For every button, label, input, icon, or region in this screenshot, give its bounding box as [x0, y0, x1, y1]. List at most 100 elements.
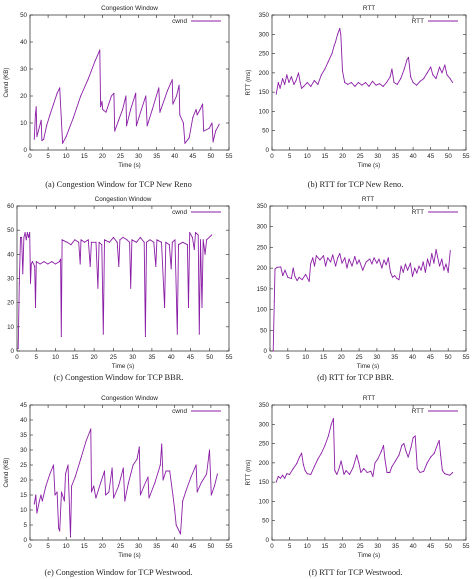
x-tick-label: 15 [321, 543, 328, 550]
data-point [192, 117, 194, 119]
data-point [295, 80, 297, 82]
series-line-cwnd [17, 232, 213, 349]
data-point [385, 264, 387, 266]
data-point [198, 333, 200, 335]
data-point [275, 93, 277, 95]
data-point [165, 470, 167, 472]
data-point [441, 258, 443, 260]
data-point [407, 56, 410, 58]
data-point [111, 467, 113, 469]
data-point [216, 473, 218, 475]
x-tick-label: 5 [46, 543, 50, 550]
x-tick-label: 45 [427, 354, 434, 361]
data-point [298, 456, 301, 458]
data-point [401, 444, 403, 447]
data-point [135, 241, 138, 243]
data-point [407, 456, 409, 458]
data-point [218, 123, 220, 125]
data-point [290, 277, 292, 280]
data-point [17, 348, 19, 350]
data-point [108, 491, 110, 493]
x-tick-label: 5 [288, 543, 292, 550]
data-point [410, 446, 412, 448]
x-tick-label: 55 [226, 153, 233, 160]
x-tick-label: 10 [302, 354, 309, 361]
data-point [108, 241, 111, 243]
caption-e: (e) Congestion Window for TCP Westwood. [44, 568, 193, 577]
data-point [308, 280, 310, 282]
data-point [161, 443, 163, 445]
data-point [304, 470, 306, 472]
data-point [383, 259, 385, 261]
data-point [190, 476, 192, 478]
data-point [279, 87, 281, 89]
data-point [146, 125, 148, 127]
data-point [327, 257, 329, 259]
data-point [90, 491, 93, 493]
data-point [124, 500, 126, 502]
data-point [406, 58, 408, 60]
data-point [370, 470, 372, 472]
x-tick-label: 45 [189, 153, 196, 160]
data-point [296, 280, 298, 282]
data-point [118, 265, 120, 267]
data-point [302, 464, 304, 466]
data-point [140, 108, 142, 111]
data-point [67, 464, 69, 466]
data-point [334, 41, 337, 43]
data-point [21, 236, 23, 238]
data-point [452, 471, 454, 474]
x-tick-label: 15 [81, 543, 88, 550]
data-point [166, 90, 169, 92]
data-point [118, 485, 120, 487]
data-point [156, 239, 158, 241]
data-point [40, 119, 42, 121]
data-point [317, 458, 319, 460]
data-point [293, 83, 295, 85]
x-tick-label: 25 [110, 354, 117, 361]
data-point [363, 468, 365, 470]
data-point [404, 263, 406, 265]
data-point [407, 269, 409, 271]
data-point [394, 275, 396, 277]
data-point [414, 267, 416, 269]
data-point [349, 473, 351, 475]
y-tick-label: 25 [20, 462, 27, 469]
data-point [127, 482, 129, 484]
x-tick-label: 30 [135, 153, 142, 160]
data-point [65, 135, 67, 138]
data-point [435, 248, 437, 251]
y-tick-label: 100 [259, 498, 270, 505]
data-point [59, 530, 61, 532]
data-point [49, 114, 51, 116]
data-point [58, 261, 60, 263]
data-point [282, 78, 284, 80]
data-point [112, 236, 114, 238]
data-point [347, 83, 349, 85]
legend-label: cwnd [172, 18, 187, 25]
data-point [119, 239, 121, 241]
x-tick-label: 25 [357, 153, 364, 160]
data-point [74, 239, 76, 241]
data-point [441, 72, 443, 74]
data-point [204, 253, 206, 255]
x-tick-label: 45 [427, 543, 434, 550]
data-point [74, 476, 76, 478]
data-point [143, 241, 145, 243]
data-point [41, 500, 43, 502]
data-point [419, 80, 421, 82]
data-point [437, 443, 439, 445]
data-point [287, 276, 289, 278]
y-tick-label: 10 [20, 507, 27, 514]
data-point [306, 473, 308, 475]
data-point [34, 306, 37, 309]
data-point [169, 470, 171, 472]
data-point [393, 81, 395, 84]
data-point [438, 439, 440, 442]
data-point [372, 475, 374, 477]
data-point [54, 263, 57, 265]
x-tick-label: 25 [356, 354, 363, 361]
data-point [143, 485, 145, 487]
data-point [376, 262, 378, 264]
plot-frame [271, 14, 467, 151]
